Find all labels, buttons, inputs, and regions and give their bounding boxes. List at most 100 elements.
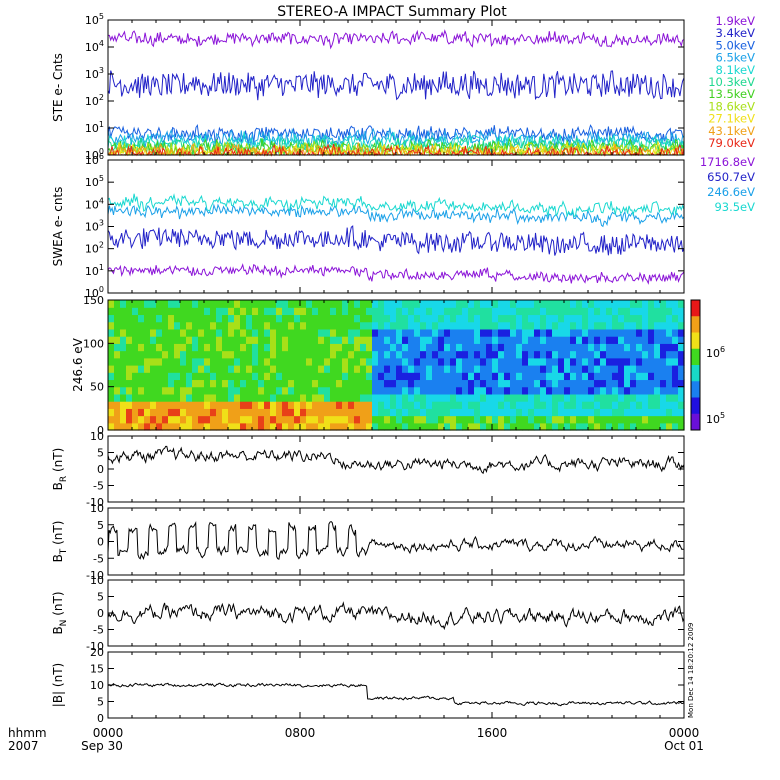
heatmap-cell [318,393,325,402]
y-tick-label: 102 [85,241,104,256]
heatmap-cell [294,386,301,395]
heatmap-cell [642,386,649,395]
heatmap-cell [432,321,439,330]
heatmap-cell [156,365,163,373]
heatmap-cell [510,415,517,424]
heatmap-cell [144,401,151,409]
heatmap-cell [660,393,667,402]
heatmap-cell [408,365,415,373]
heatmap-cell [642,343,649,352]
heatmap-cell [426,415,433,424]
heatmap-cell [414,321,421,330]
heatmap-cell [516,300,523,308]
heatmap-cell [618,408,625,417]
heatmap-cell [348,328,355,337]
heatmap-cell [234,350,241,359]
timestamp-side-text: Mon Dec 14 18:20:12 2009 [687,623,695,718]
heatmap-cell [366,314,373,323]
heatmap-cell [456,350,463,359]
heatmap-cell [438,401,445,409]
heatmap-cell [144,336,151,344]
heatmap-cell [312,328,319,337]
heatmap-cell [132,314,139,323]
heatmap-cell [402,372,409,381]
heatmap-cell [678,365,685,373]
heatmap-cell [600,393,607,402]
heatmap-cell [210,343,217,352]
heatmap-cell [282,350,289,359]
heatmap-cell [624,379,631,388]
heatmap-cell [624,357,631,366]
heatmap-cell [630,393,637,402]
heatmap-cell [414,336,421,344]
heatmap-cell [216,336,223,344]
heatmap-cell [228,379,235,388]
heatmap-cell [210,321,217,330]
heatmap-cell [390,422,397,431]
heatmap-cell [564,379,571,388]
heatmap-cell [594,328,601,337]
heatmap-cell [312,336,319,344]
heatmap-cell [246,357,253,366]
heatmap-cell [120,379,127,388]
heatmap-cell [558,357,565,366]
heatmap-cell [642,379,649,388]
heatmap-cell [306,328,313,337]
heatmap-cell [276,328,283,337]
heatmap-cell [270,401,277,409]
heatmap-cell [534,321,541,330]
y-tick-label: 150 [83,294,104,307]
y-tick-label: 0 [97,607,104,620]
heatmap-cell [162,328,169,337]
heatmap-cell [630,307,637,316]
heatmap-cell [618,365,625,373]
heatmap-cell [546,386,553,395]
heatmap-cell [180,343,187,352]
heatmap-cell [282,401,289,409]
heatmap-cell [132,321,139,330]
heatmap-cell [342,328,349,337]
heatmap-cell [192,365,199,373]
heatmap-cell [660,343,667,352]
heatmap-cell [108,336,115,344]
heatmap-cell [534,350,541,359]
heatmap-cell [114,379,121,388]
heatmap-cell [522,328,529,337]
heatmap-cell [318,336,325,344]
heatmap-cell [396,422,403,431]
heatmap-cell [186,357,193,366]
heatmap-cell [654,300,661,308]
heatmap-cell [612,379,619,388]
heatmap-cell [432,408,439,417]
heatmap-cell [384,350,391,359]
heatmap-cell [480,401,487,409]
heatmap-cell [174,408,181,417]
heatmap-cell [216,350,223,359]
heatmap-cell [258,365,265,373]
heatmap-cell [606,307,613,316]
y-tick-label: 100 [83,337,104,350]
heatmap-cell [474,393,481,402]
heatmap-cell [450,307,457,316]
heatmap-cell [594,343,601,352]
heatmap-cell [660,357,667,366]
heatmap-cell [282,321,289,330]
heatmap-cell [384,415,391,424]
heatmap-cell [642,328,649,337]
heatmap-cell [240,408,247,417]
heatmap-cell [558,401,565,409]
heatmap-cell [180,321,187,330]
heatmap-cell [498,307,505,316]
heatmap-cell [666,300,673,308]
heatmap-cell [396,379,403,388]
heatmap-cell [636,386,643,395]
heatmap-cell [636,336,643,344]
heatmap-cell [258,408,265,417]
heatmap-cell [576,357,583,366]
heatmap-cell [264,300,271,308]
heatmap-cell [378,314,385,323]
heatmap-cell [168,350,175,359]
heatmap-cell [498,365,505,373]
heatmap-cell [624,300,631,308]
heatmap-cell [270,314,277,323]
